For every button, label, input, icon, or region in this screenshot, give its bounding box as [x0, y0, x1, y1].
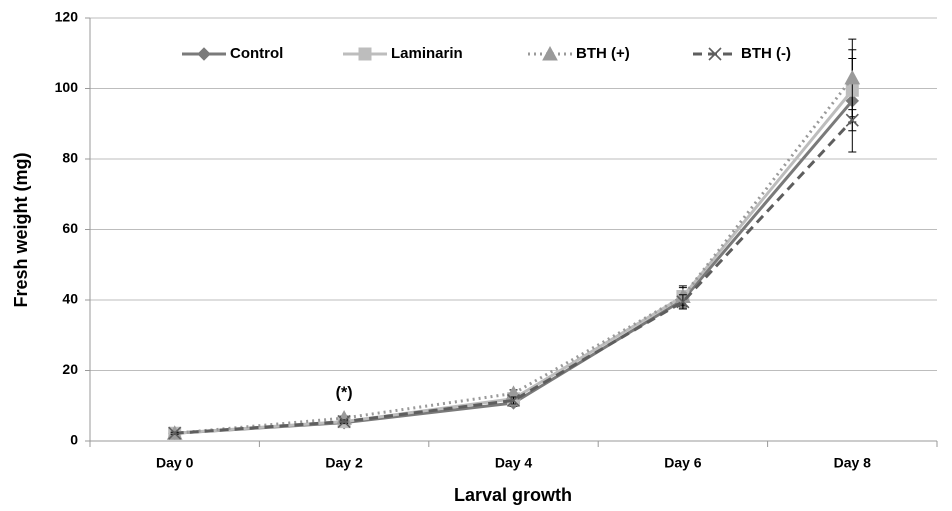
legend-label: BTH (-) [741, 45, 791, 62]
legend-marker [708, 47, 722, 61]
y-tick-label: 0 [70, 432, 78, 448]
x-tick-label: Day 8 [834, 455, 872, 471]
data-point [845, 113, 859, 127]
y-tick-label: 60 [62, 220, 78, 236]
series-line [174, 119, 854, 435]
series-line [174, 89, 854, 435]
legend-marker [358, 47, 372, 61]
y-tick-label: 40 [62, 291, 78, 307]
data-point [337, 415, 351, 429]
data-point [506, 393, 521, 408]
legend-label: BTH (+) [576, 45, 630, 62]
legend-marker [542, 45, 558, 61]
legend-label: Control [230, 45, 283, 62]
data-point [676, 295, 690, 309]
legend-marker [197, 47, 211, 61]
x-tick-label: Day 2 [325, 455, 363, 471]
x-tick-label: Day 0 [156, 455, 194, 471]
y-tick-label: 20 [62, 361, 78, 377]
x-axis-title: Larval growth [454, 485, 572, 505]
annotation: (*) [336, 385, 353, 402]
x-tick-label: Day 6 [664, 455, 702, 471]
data-point [844, 69, 861, 85]
series-line [174, 99, 854, 435]
series-line [174, 77, 854, 435]
data-point [168, 426, 182, 440]
y-tick-label: 120 [55, 9, 79, 25]
y-tick-label: 100 [55, 79, 79, 95]
y-axis-title: Fresh weight (mg) [11, 152, 31, 307]
x-tick-label: Day 4 [495, 455, 533, 471]
y-tick-label: 80 [62, 150, 78, 166]
legend-label: Laminarin [391, 45, 463, 62]
